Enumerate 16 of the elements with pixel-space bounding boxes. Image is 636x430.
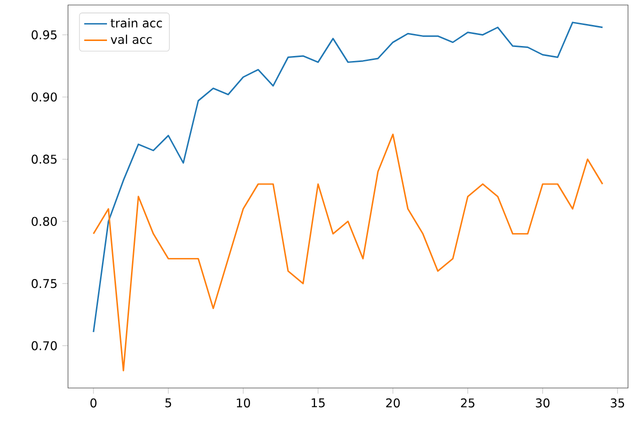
y-tick-label: 0.95 bbox=[32, 30, 57, 40]
y-tick-label: 0.85 bbox=[32, 154, 57, 164]
x-tick-label: 0 bbox=[90, 398, 96, 408]
x-tick-label: 20 bbox=[386, 398, 400, 408]
x-tick-label: 5 bbox=[165, 398, 172, 408]
legend-label: val acc bbox=[110, 34, 152, 44]
x-tick-label: 35 bbox=[610, 398, 624, 408]
y-tick-label: 0.70 bbox=[32, 341, 57, 350]
x-tick-label: 15 bbox=[312, 398, 325, 408]
x-tick-label: 30 bbox=[536, 398, 550, 408]
legend-label: train acc bbox=[110, 18, 162, 28]
y-tick-label: 0.75 bbox=[32, 279, 57, 288]
x-tick-label: 25 bbox=[461, 398, 474, 408]
x-tick-label: 10 bbox=[236, 398, 250, 408]
y-tick-label: 0.90 bbox=[32, 92, 57, 102]
y-tick-label: 0.80 bbox=[32, 216, 57, 226]
